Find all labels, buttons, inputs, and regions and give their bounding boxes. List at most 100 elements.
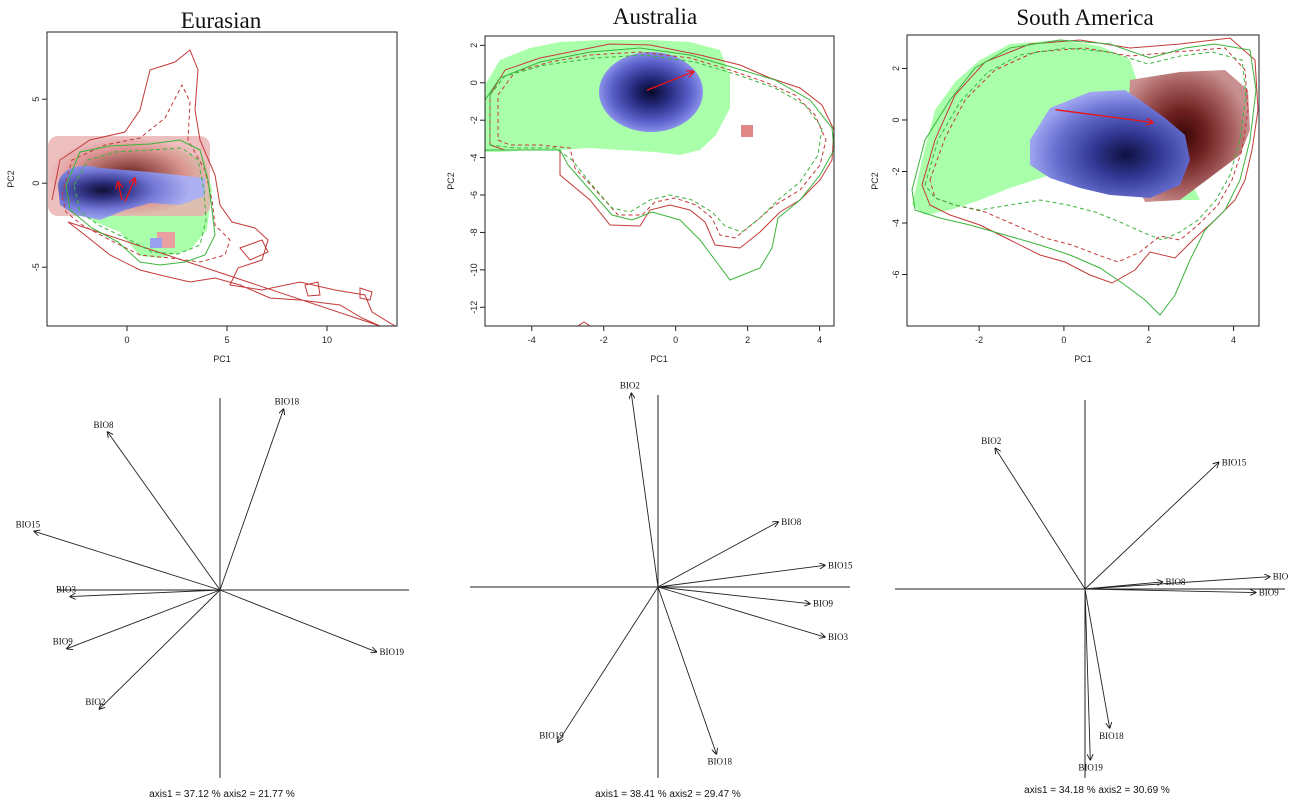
vector-arrow-bio19	[558, 586, 659, 742]
south-america-variance-caption: axis1 = 34.18 % axis2 = 30.69 %	[1024, 785, 1170, 796]
vector-label-bio15: BIO15	[16, 519, 41, 529]
vector-arrow-bio3	[70, 589, 221, 597]
australia-contour-red-dashed	[497, 51, 827, 239]
y-tick-label: 2	[469, 43, 479, 48]
vector-label-bio3: BIO3	[828, 632, 848, 642]
south-america-contour-green-dashed	[924, 47, 1247, 241]
vector-label-bio19: BIO19	[539, 730, 564, 740]
y-tick-label: -6	[891, 270, 901, 278]
eurasian-x-ticks: 0 5 10	[124, 326, 332, 345]
y-tick-label: -6	[469, 191, 479, 199]
y-tick-label: 0	[469, 80, 479, 85]
x-tick-label: 0	[1061, 335, 1066, 345]
australia-contour-green-dashed	[489, 54, 823, 233]
eurasian-native-density	[58, 165, 205, 220]
vector-label-bio8: BIO8	[1165, 577, 1185, 587]
x-tick-label: 0	[124, 335, 129, 345]
vector-label-bio18: BIO18	[1099, 731, 1124, 741]
south-america-centroid-shift-arrow	[1055, 109, 1153, 123]
vector-arrow-bio	[1084, 577, 1270, 590]
y-tick-label: -10	[469, 263, 479, 276]
vector-arrow-bio18	[219, 409, 284, 591]
vector-label-bio8: BIO8	[781, 517, 801, 527]
south-america-y-ticks: 2 0 -2 -4 -6	[891, 66, 907, 279]
eurasian-contour-green-solid	[65, 139, 216, 266]
y-tick-label: -12	[469, 301, 479, 314]
vector-arrow-bio3	[657, 586, 825, 637]
x-tick-label: -4	[528, 335, 536, 345]
eurasian-x-label: PC1	[213, 354, 231, 364]
vector-label-bio2: BIO2	[620, 380, 640, 390]
south-america-correlation-circle: BIO2 BIO15 BIO8 BIO BIO9 BIO18 BIO19 axis1 = 3…	[895, 400, 1289, 796]
vector-label-bio18: BIO18	[708, 757, 733, 767]
eurasian-plot-frame	[46, 31, 398, 327]
x-tick-label: 10	[322, 335, 332, 345]
eurasian-contour-red-dashed	[61, 83, 231, 263]
y-tick-label: -2	[469, 116, 479, 124]
vector-arrow-bio2	[99, 589, 221, 709]
y-tick-label: 2	[891, 66, 901, 71]
australia-y-label: PC2	[446, 172, 456, 190]
australia-x-ticks: -4 -2 0 2 4	[528, 326, 822, 345]
south-america-y-label: PC2	[870, 172, 880, 190]
vector-label-bio19: BIO19	[1078, 763, 1103, 773]
vector-label-bio3: BIO3	[56, 585, 76, 595]
eurasian-title: Eurasian	[180, 8, 262, 33]
x-tick-label: 2	[1146, 335, 1151, 345]
vector-arrow-bio18	[1084, 588, 1110, 728]
south-america-x-ticks: -2 0 2 4	[975, 326, 1236, 345]
eurasian-contour-red-extra	[239, 239, 373, 301]
australia-plot-frame	[484, 35, 835, 327]
y-tick-label: -2	[891, 167, 901, 175]
australia-variance-caption: axis1 = 38.41 % axis2 = 29.47 %	[595, 789, 741, 800]
vector-arrow-bio18	[657, 586, 716, 754]
vector-arrow-bio9	[657, 586, 810, 604]
south-america-vectors: BIO2 BIO15 BIO8 BIO BIO9 BIO18 BIO19	[981, 436, 1289, 773]
vector-label-bio9: BIO9	[53, 637, 73, 647]
vector-arrow-bio9	[67, 589, 221, 649]
south-america-contour-green-solid	[911, 39, 1257, 316]
eurasian-contour-green-dashed	[73, 147, 207, 255]
x-tick-label: -2	[600, 335, 608, 345]
vector-label-bio2: BIO2	[85, 697, 105, 707]
x-tick-label: 4	[817, 335, 822, 345]
south-america-x-label: PC1	[1074, 354, 1092, 364]
y-tick-label: 0	[31, 181, 41, 186]
eurasian-centroid-shift-arrow	[124, 178, 135, 202]
vector-label-bio15: BIO15	[1222, 457, 1247, 467]
vector-label-bio9: BIO9	[813, 599, 833, 609]
y-tick-label: -4	[891, 219, 901, 227]
eurasian-vectors: BIO18 BIO8 BIO15 BIO3 BIO9 BIO2 BIO19	[16, 397, 404, 709]
eurasian-y-ticks: -5 0 5	[31, 97, 47, 271]
south-america-title: South America	[1016, 5, 1154, 30]
south-america-native-density	[1030, 90, 1190, 198]
x-tick-label: 2	[745, 335, 750, 345]
australia-bottom-mark	[577, 321, 591, 326]
y-tick-label: -5	[31, 263, 41, 271]
vector-label-bio8: BIO8	[94, 420, 114, 430]
x-tick-label: 5	[224, 335, 229, 345]
south-america-niche-panel	[911, 37, 1259, 316]
y-tick-label: 0	[891, 117, 901, 122]
vector-arrow-bio2	[631, 393, 659, 588]
australia-contour-green-solid	[485, 47, 834, 281]
australia-y-ticks: 2 0 -2 -4 -6 -8 -10 -12	[469, 43, 485, 314]
vector-arrow-bio2	[995, 448, 1086, 590]
eurasian-y-label: PC2	[6, 170, 16, 188]
australia-niche-panel	[485, 40, 834, 326]
australia-small-patch-red	[741, 125, 753, 137]
vector-arrow-bio9	[1084, 588, 1256, 593]
australia-vectors: BIO2 BIO8 BIO15 BIO9 BIO3 BIO18 BIO19	[539, 380, 853, 766]
australia-title: Australia	[612, 4, 698, 29]
vector-label-bio9: BIO9	[1259, 588, 1279, 598]
vector-label-bio19: BIO19	[379, 647, 404, 657]
vector-label-bio18: BIO18	[275, 397, 300, 407]
y-tick-label: -8	[469, 228, 479, 236]
vector-label-bio2: BIO2	[981, 436, 1001, 446]
australia-native-density	[599, 52, 703, 132]
vector-arrow-bio15	[657, 565, 825, 588]
vector-arrow-bio19	[1084, 588, 1090, 760]
eurasian-variance-caption: axis1 = 37.12 % axis2 = 21.77 %	[149, 789, 295, 800]
eurasian-correlation-circle: BIO18 BIO8 BIO15 BIO3 BIO9 BIO2 BIO19 axis1 = …	[16, 397, 409, 800]
